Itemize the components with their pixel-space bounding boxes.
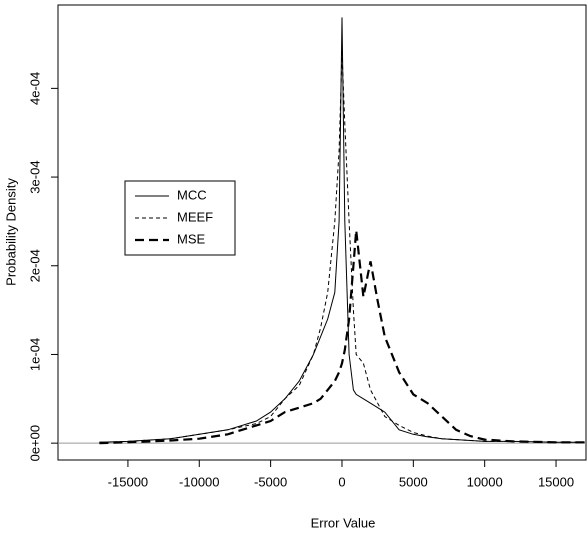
y-tick-label: 3e-04 bbox=[27, 160, 42, 193]
legend-label: MCC bbox=[177, 187, 207, 202]
y-axis-title: Probability Density bbox=[3, 178, 18, 286]
legend-label: MSE bbox=[177, 231, 206, 246]
y-tick-label: 0e+00 bbox=[27, 425, 42, 462]
x-tick-label: 15000 bbox=[538, 474, 574, 489]
plot-frame bbox=[57, 4, 587, 461]
x-axis-title: Error Value bbox=[311, 515, 376, 530]
legend: MCC MEEF MSE bbox=[124, 180, 236, 256]
legend-label: MEEF bbox=[177, 209, 213, 224]
series-line bbox=[99, 52, 585, 443]
y-tick-label: 1e-04 bbox=[27, 338, 42, 371]
x-tick-label: 10000 bbox=[467, 474, 503, 489]
y-tick-label: 2e-04 bbox=[27, 249, 42, 282]
x-tick-label: -15000 bbox=[108, 474, 148, 489]
series-line bbox=[99, 230, 585, 445]
y-tick-label: 4e-04 bbox=[27, 72, 42, 105]
x-tick-label: 5000 bbox=[399, 474, 428, 489]
x-tick-label: -5000 bbox=[254, 474, 287, 489]
x-tick-label: -10000 bbox=[179, 474, 219, 489]
x-tick-label: 0 bbox=[338, 474, 345, 489]
